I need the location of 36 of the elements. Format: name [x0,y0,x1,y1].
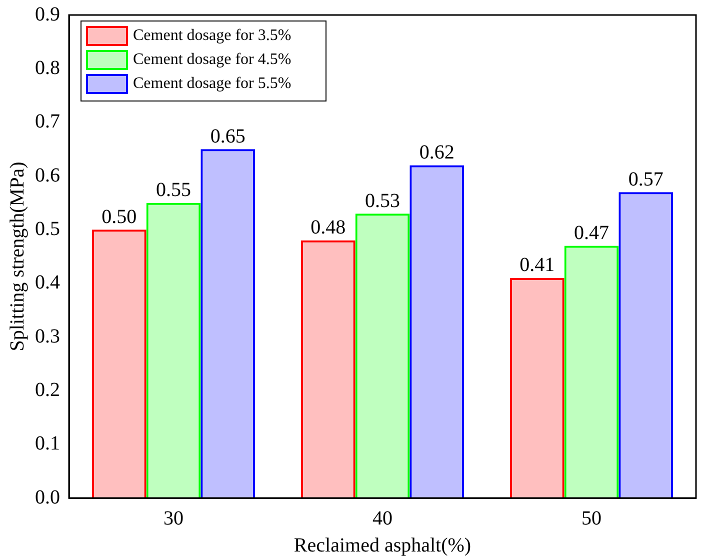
y-tick-label: 0.4 [35,272,60,294]
y-tick-label: 0.3 [35,325,60,348]
y-tick-label: 0.7 [35,110,60,133]
bar [200,149,256,498]
bar [510,278,564,498]
bar [92,230,146,498]
data-label: 0.41 [520,254,555,276]
x-tick-label: 50 [582,507,602,530]
legend-label: Cement dosage for 4.5% [133,51,292,68]
y-tick-label: 0.1 [35,432,60,455]
x-tick-label: 30 [164,507,184,530]
bar [146,202,201,498]
y-tick-label: 0.2 [35,378,60,401]
x-axis-title: Reclaimed asphalt(%) [294,534,472,556]
y-tick-label: 0.6 [35,164,60,186]
y-axis-title: Splitting strength(MPa) [6,162,28,352]
data-label: 0.50 [102,206,137,228]
data-label: 0.55 [156,179,191,202]
data-label: 0.48 [310,216,346,239]
x-tick-label: 40 [372,507,392,530]
y-tick-label: 0.5 [35,218,60,240]
bar [355,214,410,498]
data-label: 0.65 [210,125,246,148]
legend-label: Cement dosage for 5.5% [133,75,292,92]
data-label: 0.57 [628,168,664,190]
y-tick-label: 0.8 [35,56,60,79]
data-label: 0.53 [365,190,400,212]
legend-label: Cement dosage for 3.5% [133,27,292,44]
bar [618,192,674,498]
bar [300,240,356,498]
data-label: 0.62 [419,142,454,164]
y-tick-label: 0.0 [35,486,60,508]
bar [564,246,619,498]
y-tick-label: 0.9 [35,3,60,26]
bar [410,165,464,498]
data-label: 0.47 [574,222,609,244]
